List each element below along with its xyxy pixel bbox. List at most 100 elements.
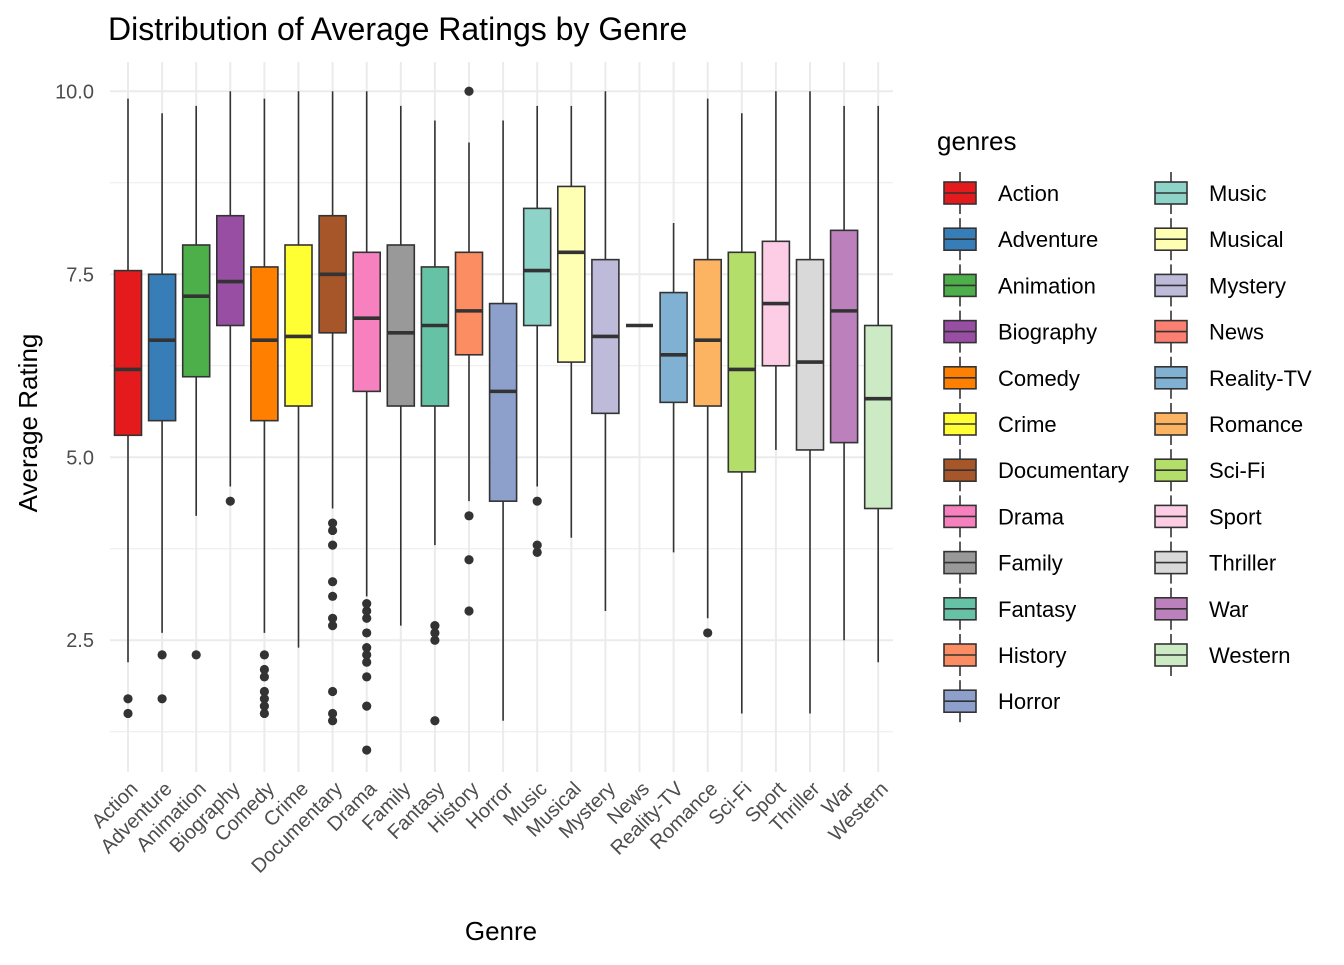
- legend-item-history: History: [943, 634, 1066, 676]
- outlier-point: [362, 672, 372, 682]
- outlier-point: [328, 708, 338, 719]
- legend-item-reality-tv: Reality-TV: [1154, 356, 1312, 399]
- box-animation: [181, 105, 211, 660]
- legend-label: War: [1209, 597, 1249, 622]
- box-musical: [556, 105, 586, 538]
- outlier-point: [157, 650, 167, 660]
- box-sci-fi: [727, 113, 757, 714]
- outlier-point: [225, 496, 235, 506]
- legend-label: Biography: [998, 320, 1097, 345]
- x-axis-label: Genre: [465, 916, 537, 946]
- box-iqr: [863, 324, 893, 510]
- box-iqr: [522, 207, 552, 327]
- legend-label: Fantasy: [998, 597, 1076, 622]
- y-tick-label: 2.5: [66, 630, 94, 652]
- legend-label: Thriller: [1209, 551, 1276, 576]
- legend-item-adventure: Adventure: [943, 218, 1098, 261]
- legend-label: News: [1209, 320, 1264, 345]
- box-iqr: [727, 251, 757, 473]
- legend-label: Romance: [1209, 412, 1303, 437]
- legend-label: History: [998, 643, 1066, 668]
- legend-label: Sci-Fi: [1209, 458, 1265, 483]
- box-sport: [761, 91, 791, 450]
- legend-label: Family: [998, 551, 1063, 576]
- box-iqr: [216, 214, 245, 327]
- outlier-point: [259, 701, 269, 711]
- box-iqr: [659, 291, 688, 404]
- legend-item-action: Action: [943, 172, 1059, 214]
- legend-label: Western: [1209, 643, 1291, 668]
- y-tick-label: 10.0: [55, 81, 94, 103]
- legend: genres Action Adventure Animation Biography…: [937, 126, 1312, 723]
- outlier-point: [464, 86, 474, 96]
- legend-label: Drama: [998, 504, 1065, 529]
- outlier-point: [464, 555, 474, 565]
- outlier-point: [464, 606, 474, 616]
- outlier-point: [259, 672, 269, 682]
- legend-item-documentary: Documentary: [943, 449, 1129, 492]
- legend-item-romance: Romance: [1154, 403, 1303, 445]
- legend-item-western: Western: [1154, 634, 1291, 676]
- outlier-point: [191, 650, 201, 660]
- outlier-point: [259, 664, 269, 675]
- y-axis-ticks: 2.5 5.0 7.5 10.0: [55, 81, 94, 652]
- outlier-point: [362, 650, 372, 660]
- outlier-point: [123, 694, 133, 704]
- box-horror: [488, 120, 518, 721]
- legend-item-sport: Sport: [1154, 495, 1262, 538]
- legend-item-family: Family: [943, 541, 1063, 584]
- legend-item-fantasy: Fantasy: [943, 587, 1076, 630]
- box-thriller: [795, 91, 825, 714]
- box-family: [386, 105, 416, 626]
- box-documentary: [318, 91, 347, 726]
- legend-label: Adventure: [998, 227, 1098, 252]
- box-war: [829, 105, 859, 641]
- legend-label: Reality-TV: [1209, 366, 1312, 391]
- box-action: [113, 98, 143, 719]
- box-biography: [216, 91, 245, 506]
- outlier-point: [328, 525, 338, 536]
- legend-label: Documentary: [998, 458, 1129, 483]
- outlier-point: [328, 621, 338, 631]
- outlier-point: [464, 511, 474, 521]
- box-iqr: [113, 269, 143, 437]
- box-music: [522, 105, 552, 558]
- legend-label: Musical: [1209, 227, 1284, 252]
- legend-item-mystery: Mystery: [1154, 264, 1286, 307]
- outlier-point: [157, 694, 167, 704]
- outlier-point: [430, 628, 440, 638]
- legend-item-crime: Crime: [943, 403, 1057, 445]
- legend-item-drama: Drama: [943, 495, 1065, 538]
- outlier-point: [328, 716, 338, 726]
- x-axis-ticks: ActionAdventureAnimationBiographyComedyC…: [88, 777, 893, 877]
- legend-item-horror: Horror: [943, 680, 1060, 723]
- outlier-point: [259, 708, 269, 719]
- legend-label: Horror: [998, 689, 1060, 714]
- box-iqr: [147, 273, 177, 422]
- outlier-point: [532, 496, 542, 506]
- box-romance: [693, 98, 723, 638]
- box-iqr: [488, 302, 518, 502]
- box-iqr: [693, 258, 723, 407]
- legend-item-thriller: Thriller: [1154, 541, 1276, 584]
- outlier-point: [362, 599, 372, 609]
- outlier-point: [328, 540, 338, 550]
- outlier-point: [703, 628, 713, 638]
- outlier-point: [362, 628, 372, 638]
- outlier-point: [532, 547, 542, 558]
- legend-label: Action: [998, 181, 1059, 206]
- outlier-point: [123, 708, 133, 719]
- box-iqr: [829, 229, 859, 444]
- legend-item-biography: Biography: [943, 310, 1097, 353]
- box-iqr: [795, 258, 825, 451]
- y-tick-label: 7.5: [66, 264, 94, 286]
- outlier-point: [259, 650, 269, 660]
- box-drama: [352, 91, 382, 755]
- box-iqr: [250, 266, 279, 422]
- legend-label: Animation: [998, 273, 1096, 298]
- outlier-point: [328, 591, 338, 601]
- box-iqr: [454, 251, 484, 356]
- box-iqr: [181, 244, 211, 378]
- box-western: [863, 105, 893, 663]
